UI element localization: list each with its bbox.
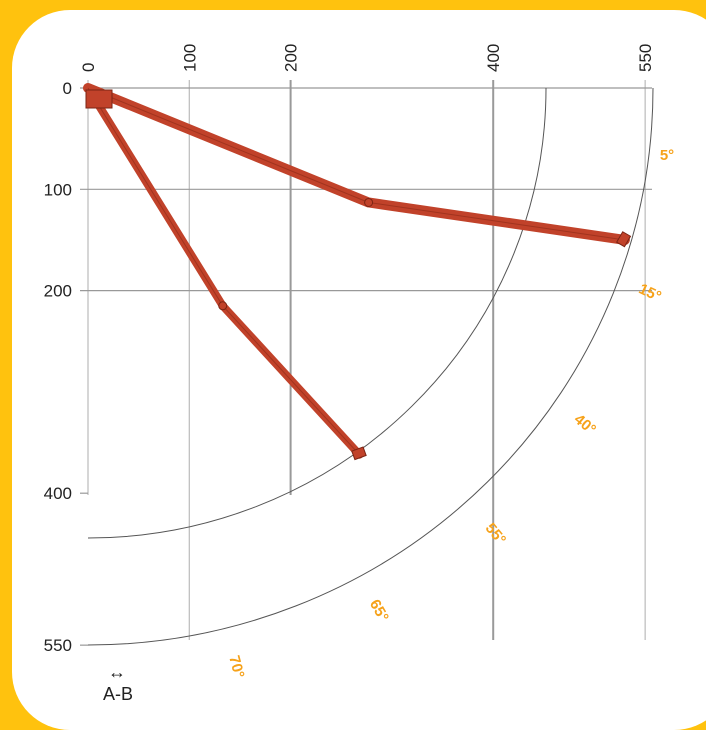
- angle-label: 70°: [225, 654, 247, 680]
- knuckle-joint: [218, 301, 228, 311]
- boom-positions: [83, 83, 632, 461]
- angle-label: 5°: [660, 147, 674, 164]
- y-tick-label: 100: [44, 180, 72, 199]
- y-tick-label: 550: [44, 636, 72, 655]
- y-tick-label: 200: [44, 282, 72, 301]
- knuckle-joint: [364, 197, 374, 207]
- y-tick-label: 0: [63, 79, 72, 98]
- grid-lines: [80, 80, 652, 646]
- offset-marker: ↔ A-B: [103, 662, 133, 704]
- platform-basket: [351, 446, 367, 461]
- double-arrow-icon: ↔: [108, 662, 126, 682]
- x-tick-label: 550: [636, 44, 655, 72]
- offset-label: A-B: [103, 684, 133, 704]
- x-tick-label: 200: [282, 44, 301, 72]
- x-tick-label: 0: [79, 63, 98, 72]
- x-tick-label: 100: [180, 44, 199, 72]
- platform-basket: [616, 231, 632, 248]
- working-range-diagram: 0 100 200 400 550 0 100 200 400 550 5° 15° 40° 55° 6…: [44, 44, 675, 704]
- y-axis-ticks: 0 100 200 400 550: [44, 79, 72, 655]
- reach-arc: [87, 87, 547, 539]
- angle-label: 40°: [571, 411, 599, 439]
- diagram-panel: [12, 10, 706, 730]
- x-axis-ticks: 0 100 200 400 550: [79, 44, 655, 72]
- angle-labels: 5° 15° 40° 55° 65° 70°: [225, 147, 674, 680]
- angle-label: 15°: [636, 280, 664, 305]
- yellow-frame: 0 100 200 400 550 0 100 200 400 550 5° 15° 40° 55° 6…: [12, 10, 706, 730]
- x-tick-label: 400: [484, 44, 503, 72]
- angle-label: 65°: [366, 597, 392, 625]
- y-tick-label: 400: [44, 484, 72, 503]
- reach-arc: [87, 87, 654, 646]
- angle-label: 55°: [482, 520, 510, 548]
- reach-arcs: [87, 87, 654, 646]
- turret-base: [85, 89, 113, 109]
